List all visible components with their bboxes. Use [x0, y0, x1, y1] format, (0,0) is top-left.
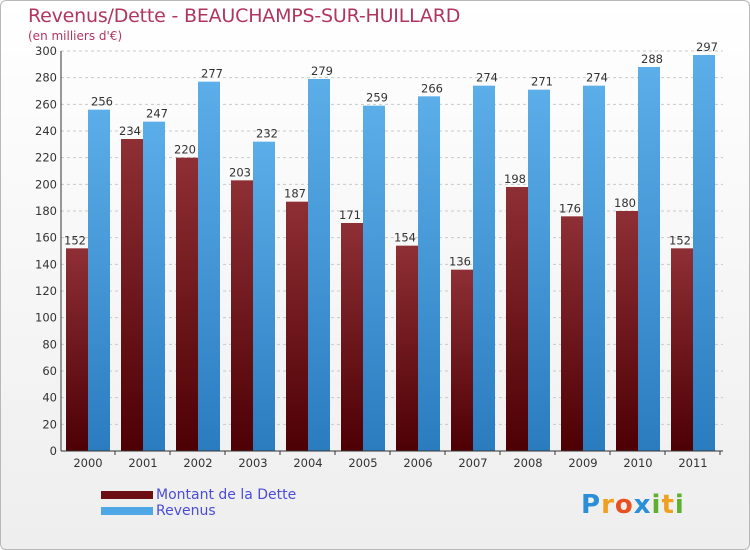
bar-dette [671, 248, 693, 451]
bar-revenus [473, 85, 495, 452]
legend-swatch-debt [101, 491, 153, 499]
logo-letter: o [614, 490, 634, 520]
bar-dette [66, 248, 88, 451]
logo-letter: r [601, 490, 615, 520]
logo-letter: t [661, 490, 675, 520]
legend-label-debt: Montant de la Dette [156, 487, 297, 503]
bar-revenus [143, 121, 165, 452]
data-label: 152 [64, 233, 86, 247]
x-axis-ticks: 2000 2001 2002 2003 2004 2005 2006 2007 2008 2009… [73, 451, 721, 470]
y-tick-label: 200 [35, 177, 57, 191]
data-label: 152 [669, 233, 691, 247]
legend-label-revenus: Revenus [156, 503, 216, 519]
data-label: 266 [421, 81, 443, 95]
bar-revenus [418, 96, 440, 451]
bar-revenus [253, 141, 275, 451]
proxiti-logo: Proxiti [581, 490, 685, 520]
data-label: 271 [531, 75, 553, 89]
x-tick-label: 2005 [348, 456, 377, 470]
data-label: 274 [476, 71, 498, 85]
y-tick-label: 100 [35, 311, 57, 325]
bar-dette [451, 269, 473, 451]
chart-subtitle: (en milliers d'€) [28, 29, 123, 43]
x-tick-label: 2002 [183, 456, 212, 470]
data-label: 234 [119, 124, 141, 138]
y-tick-label: 220 [35, 151, 57, 165]
y-tick-label: 20 [42, 417, 57, 431]
grid-lines [61, 50, 723, 425]
y-tick-label: 80 [42, 337, 57, 351]
data-label: 154 [394, 231, 416, 245]
y-tick-label: 180 [35, 204, 57, 218]
data-label: 136 [449, 255, 471, 269]
bar-revenus [638, 67, 660, 451]
bar-revenus [88, 109, 110, 452]
x-tick-label: 2011 [678, 456, 707, 470]
y-tick-label: 160 [35, 231, 57, 245]
data-label: 297 [696, 40, 718, 54]
y-tick-label: 120 [35, 284, 57, 298]
x-tick-label: 2006 [403, 456, 432, 470]
bar-revenus [693, 55, 715, 451]
bars [66, 55, 715, 452]
x-tick-label: 2009 [568, 456, 597, 470]
data-label: 256 [91, 95, 113, 109]
data-label: 247 [146, 107, 168, 121]
bar-dette [396, 245, 418, 451]
data-label: 198 [504, 172, 526, 186]
bar-dette [506, 187, 528, 451]
bar-dette [121, 139, 143, 451]
data-label: 277 [201, 67, 223, 81]
data-label: 259 [366, 91, 388, 105]
data-label: 288 [641, 52, 663, 66]
x-tick-label: 2010 [623, 456, 652, 470]
y-tick-label: 140 [35, 257, 57, 271]
data-label: 220 [174, 143, 196, 157]
bar-revenus [308, 79, 330, 451]
bar-dette [286, 201, 308, 451]
y-tick-label: 240 [35, 124, 57, 138]
bar-dette [231, 180, 253, 452]
x-tick-label: 2007 [458, 456, 487, 470]
bar-revenus [583, 85, 605, 452]
y-tick-label: 300 [35, 44, 57, 58]
data-label: 274 [586, 71, 608, 85]
logo-letter: i [674, 490, 685, 520]
chart-title: Revenus/Dette - BEAUCHAMPS-SUR-HUILLARD [28, 5, 461, 27]
bar-dette [616, 211, 638, 451]
x-tick-label: 2004 [293, 456, 322, 470]
y-tick-label: 40 [42, 391, 57, 405]
y-tick-label: 260 [35, 97, 57, 111]
y-tick-label: 0 [50, 444, 57, 458]
logo-letter: x [633, 490, 652, 520]
y-axis-ticks: 0 20 40 60 80 100 120 140 160 180 200 220 240 260 280 3… [35, 44, 57, 458]
axes [60, 51, 723, 452]
bar-dette [176, 157, 198, 451]
y-tick-label: 60 [42, 364, 57, 378]
data-label: 279 [311, 64, 333, 78]
data-labels: 152 256 234 247 220 277 203 232 187 279 171 259 154 2… [64, 40, 718, 269]
x-tick-label: 2001 [128, 456, 157, 470]
data-label: 180 [614, 196, 636, 210]
data-label: 187 [284, 187, 306, 201]
logo-letter: P [581, 490, 602, 520]
x-tick-label: 2003 [238, 456, 267, 470]
data-label: 171 [339, 208, 361, 222]
y-tick-label: 280 [35, 71, 57, 85]
x-tick-label: 2000 [73, 456, 102, 470]
x-tick-label: 2008 [513, 456, 542, 470]
bar-revenus [198, 81, 220, 452]
data-label: 232 [256, 127, 278, 141]
data-label: 203 [229, 165, 251, 179]
bar-revenus [363, 105, 385, 452]
data-label: 176 [559, 201, 581, 215]
bar-dette [341, 223, 363, 451]
bar-dette [561, 216, 583, 451]
logo-letter: i [651, 490, 662, 520]
legend-swatch-revenus [101, 507, 153, 515]
bar-revenus [528, 89, 550, 452]
